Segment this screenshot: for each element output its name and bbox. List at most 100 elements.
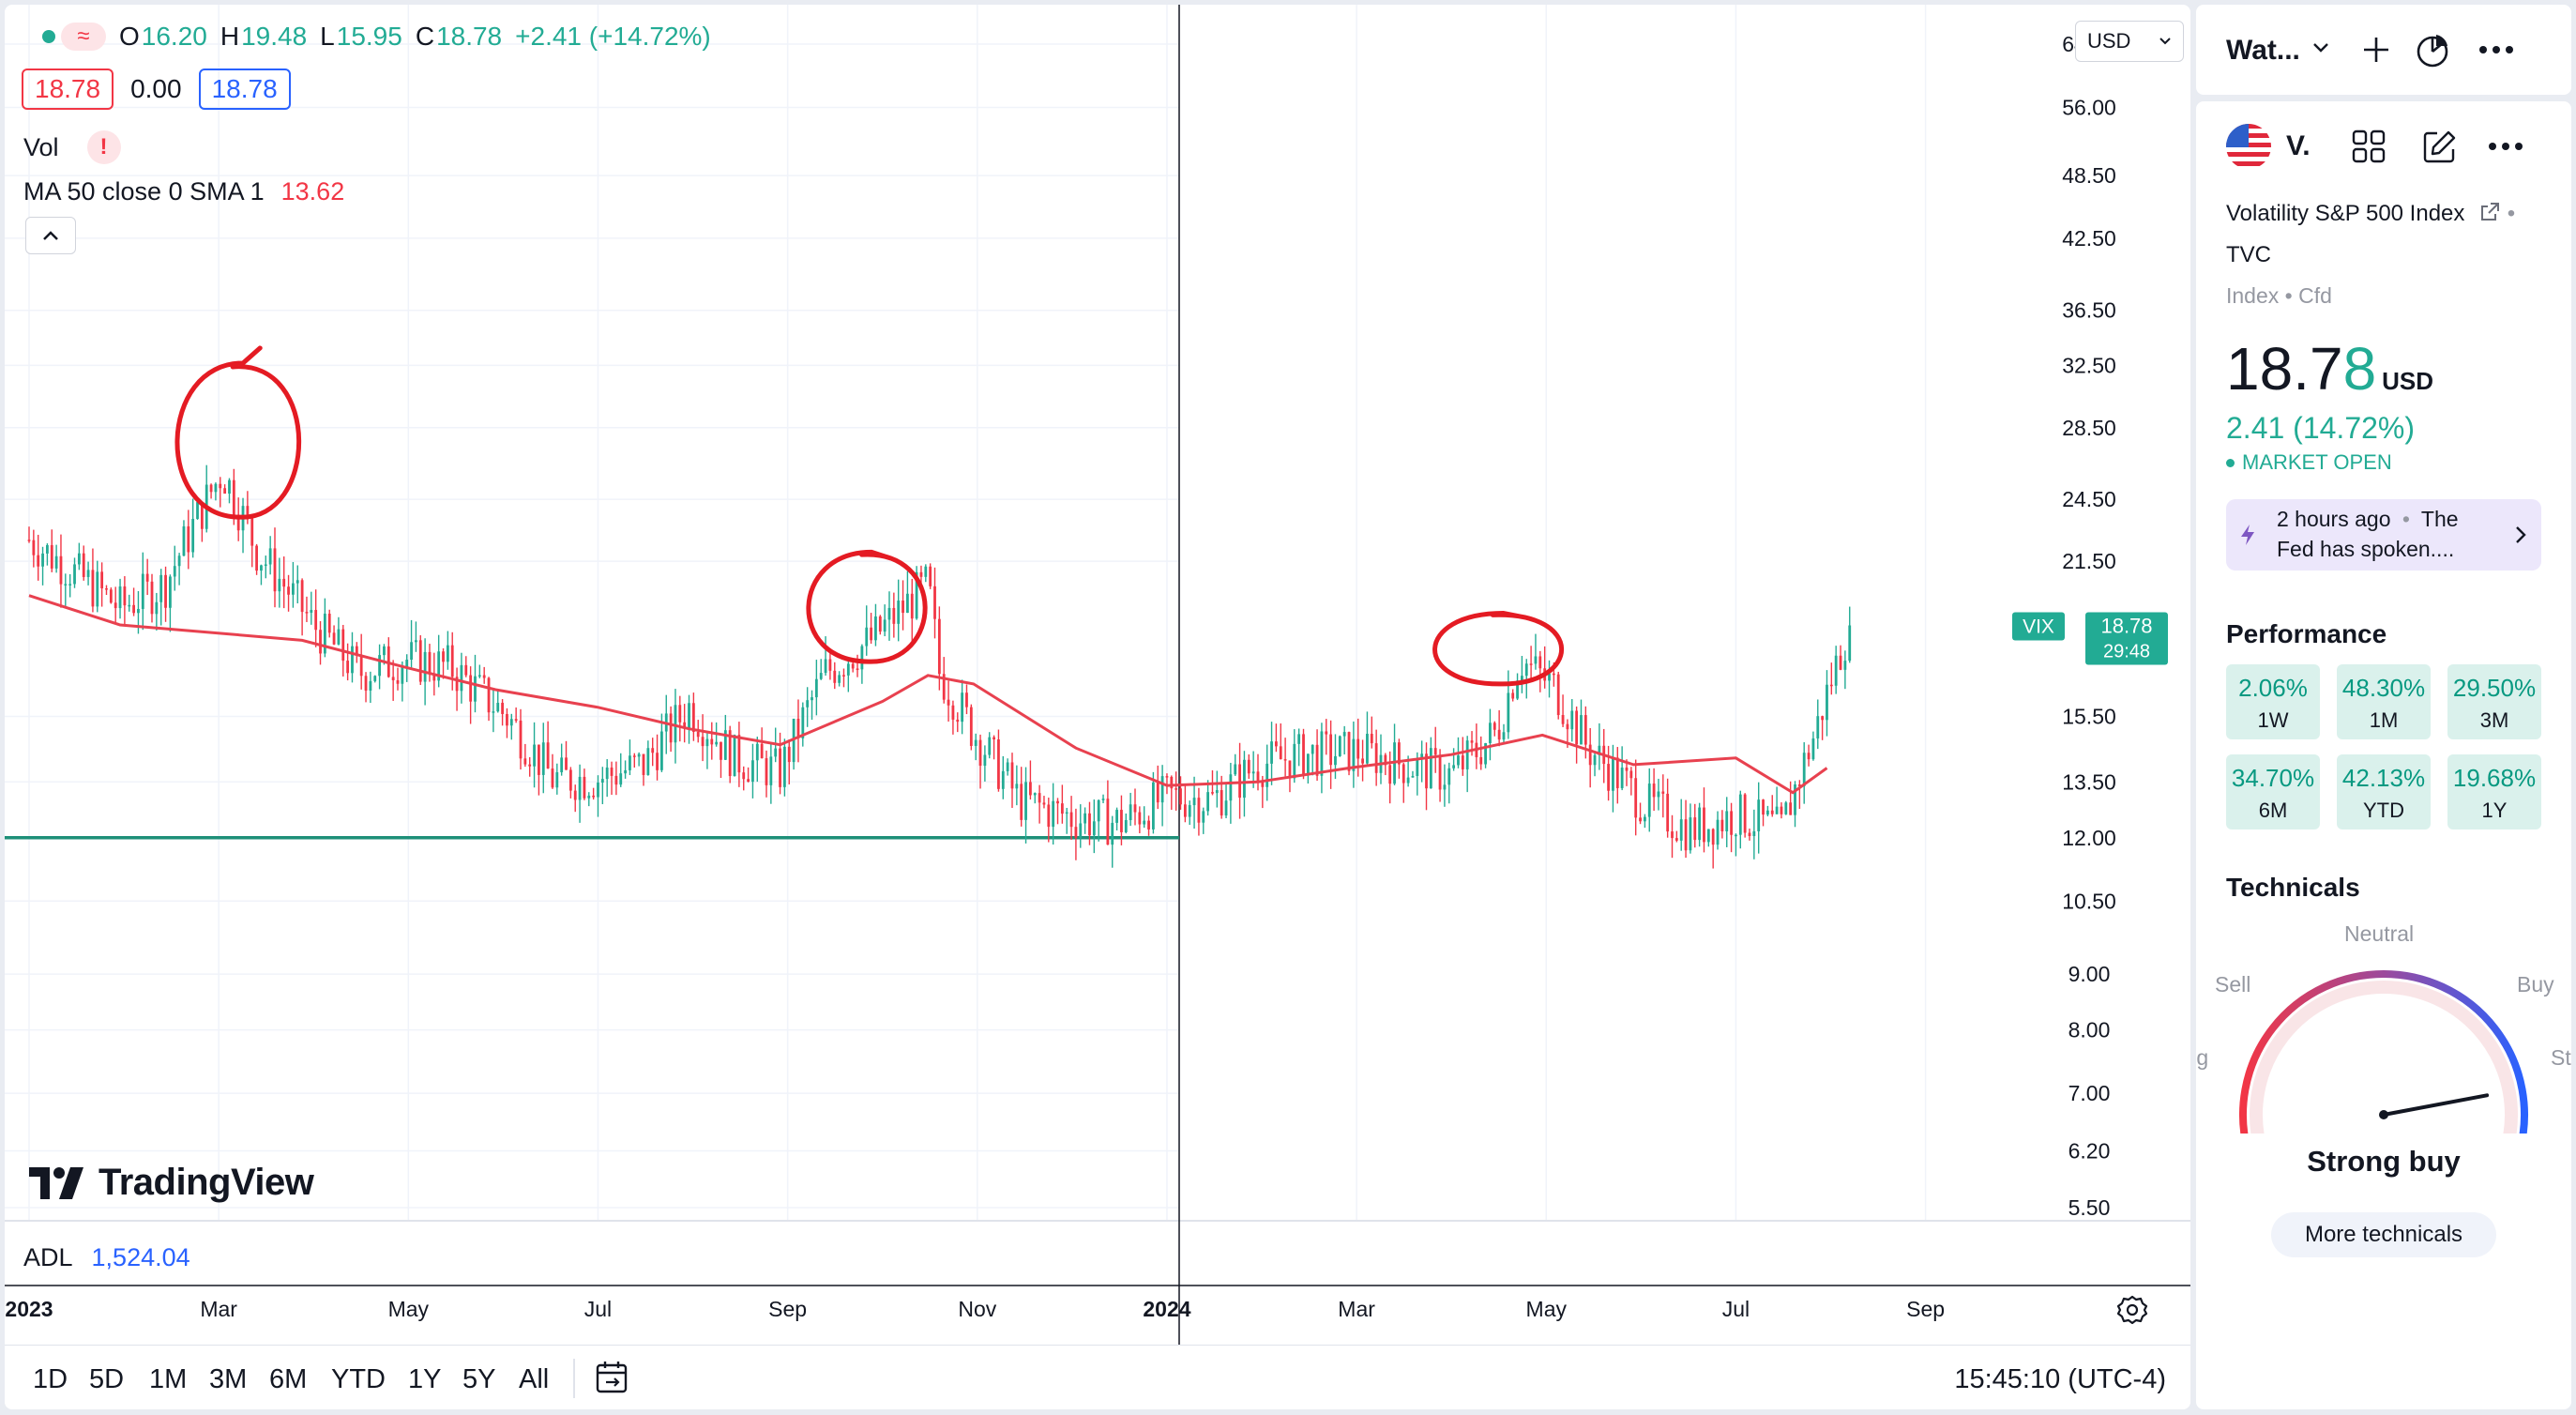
buy-price-box[interactable]: 18.78 — [198, 68, 291, 110]
technicals-gauge[interactable] — [2196, 946, 2571, 1134]
candle-body — [1493, 723, 1496, 730]
price-axis-label: 9.00 — [2068, 962, 2111, 986]
candle-body — [1716, 819, 1720, 845]
price-axis-label: 8.00 — [2068, 1018, 2111, 1042]
candle-body — [838, 675, 841, 683]
candle-body — [54, 555, 58, 569]
candle-body — [779, 748, 781, 787]
sell-price-box[interactable]: 18.78 — [22, 68, 114, 110]
gauge-label-buy: Buy — [2517, 972, 2554, 997]
time-axis-label: Nov — [958, 1297, 996, 1321]
candle-body — [632, 755, 636, 757]
candle-body — [182, 525, 186, 556]
candle-body — [1730, 811, 1733, 835]
range-1m-button[interactable]: 1M — [149, 1364, 188, 1394]
perf-cell-1m[interactable]: 48.30% 1M — [2337, 664, 2431, 739]
clock-timezone[interactable]: 15:45:10 (UTC-4) — [1954, 1364, 2166, 1394]
perf-cell-6m[interactable]: 34.70% 6M — [2226, 754, 2320, 829]
candle-body — [902, 601, 904, 614]
wave-icon[interactable]: ≈ — [61, 23, 106, 51]
candle-body — [1092, 821, 1096, 836]
watchlist-chevron-down-icon[interactable] — [2312, 42, 2329, 53]
candle-body — [1052, 800, 1055, 828]
gauge-needle — [2382, 1093, 2490, 1117]
perf-cell-1y[interactable]: 19.68% 1Y — [2447, 754, 2541, 829]
external-link-icon[interactable] — [2478, 201, 2501, 223]
candle-body — [933, 586, 936, 619]
range-6m-button[interactable]: 6M — [269, 1364, 308, 1394]
candle-body — [1229, 774, 1233, 801]
candle-body — [200, 502, 204, 529]
perf-cell-1w[interactable]: 2.06% 1W — [2226, 664, 2320, 739]
perf-label: 3M — [2479, 708, 2509, 732]
gauge-pivot — [2379, 1110, 2388, 1119]
candle-body — [86, 570, 90, 577]
candle-body — [405, 660, 409, 667]
candle-body — [583, 776, 586, 799]
candle-body — [856, 668, 859, 670]
time-axis-label: May — [1526, 1297, 1568, 1321]
range-ytd-button[interactable]: YTD — [331, 1364, 386, 1394]
range-all-button[interactable]: All — [519, 1364, 550, 1394]
collapse-legend-button[interactable] — [25, 217, 76, 254]
candle-body — [1580, 715, 1583, 745]
range-5y-button[interactable]: 5Y — [462, 1364, 496, 1394]
symbol-more-icon[interactable] — [2485, 126, 2526, 167]
advanced-view-icon[interactable] — [2412, 29, 2453, 70]
high-label: H — [220, 22, 240, 51]
symbol-short-name[interactable]: V. — [2286, 130, 2311, 161]
symbol-full-name-row[interactable]: Volatility S&P 500 Index • — [2226, 201, 2515, 227]
range-toolbar: 1D 5D 1M 3M 6M YTD 1Y 5Y All 15:45:10 (U… — [5, 1345, 2190, 1409]
grid-layout-icon[interactable] — [2348, 126, 2389, 167]
ohlc-legend: ≈ O 16.20 H 19.48 L 15.95 C 18.78 +2.41 (+14… — [42, 22, 711, 52]
candle-body — [1643, 816, 1646, 822]
candle-body — [1065, 812, 1068, 814]
perf-cell-ytd[interactable]: 42.13% YTD — [2337, 754, 2431, 829]
ma-indicator-row[interactable]: MA 50 close 0 SMA 1 13.62 — [23, 177, 344, 206]
candle-body — [978, 739, 982, 767]
candle-body — [506, 713, 508, 726]
range-1d-button[interactable]: 1D — [33, 1364, 68, 1394]
perf-cell-3m[interactable]: 29.50% 3M — [2447, 664, 2541, 739]
candle-body — [401, 666, 404, 684]
adl-indicator-row[interactable]: ADL 1,524.04 — [23, 1243, 190, 1272]
candle-body — [1748, 832, 1751, 837]
candle-body — [264, 564, 267, 567]
chart-panel[interactable]: 2023MarMayJulSepNov2024MarMayJulSep64.00… — [5, 5, 2190, 1409]
candle-body — [1834, 655, 1838, 686]
candle-body — [1215, 790, 1219, 794]
candle-body — [514, 719, 518, 721]
currency-select[interactable]: USD — [2075, 21, 2184, 62]
edit-note-icon[interactable] — [2419, 126, 2461, 167]
exchange-name[interactable]: TVC — [2226, 242, 2271, 267]
warning-icon[interactable]: ! — [86, 130, 121, 164]
add-symbol-icon[interactable] — [2356, 29, 2397, 70]
range-3m-button[interactable]: 3M — [209, 1364, 248, 1394]
range-5d-button[interactable]: 5D — [89, 1364, 125, 1394]
candle-body — [1147, 820, 1150, 829]
candle-body — [783, 746, 786, 787]
tradingview-logo[interactable]: TradingView — [29, 1162, 314, 1204]
candle-body — [760, 743, 764, 759]
symbol-full-name: Volatility S&P 500 Index — [2226, 201, 2465, 226]
price-chart[interactable]: 2023MarMayJulSepNov2024MarMayJulSep64.00… — [5, 5, 2190, 1409]
annotation-ellipse — [1432, 610, 1564, 687]
calendar-goto-icon[interactable] — [594, 1359, 631, 1396]
candle-body — [614, 775, 618, 785]
candle-body — [1598, 745, 1601, 755]
candle-body — [1101, 799, 1105, 800]
candle-body — [1398, 742, 1401, 765]
news-card[interactable]: 2 hours ago • The Fed has spoken.... — [2226, 499, 2541, 571]
candle-body — [892, 607, 896, 624]
candle-body — [310, 610, 313, 613]
more-options-icon[interactable] — [2476, 29, 2517, 70]
volume-indicator-row[interactable]: Vol ! — [23, 130, 121, 164]
candle-body — [1433, 748, 1437, 755]
settings-gear-icon[interactable] — [2115, 1293, 2149, 1327]
more-technicals-button[interactable]: More technicals — [2271, 1212, 2496, 1257]
range-1y-button[interactable]: 1Y — [408, 1364, 442, 1394]
candle-body — [723, 730, 727, 760]
candle-body — [450, 645, 454, 677]
watchlist-title[interactable]: Wat... — [2226, 35, 2300, 66]
market-status-dot — [42, 30, 55, 43]
